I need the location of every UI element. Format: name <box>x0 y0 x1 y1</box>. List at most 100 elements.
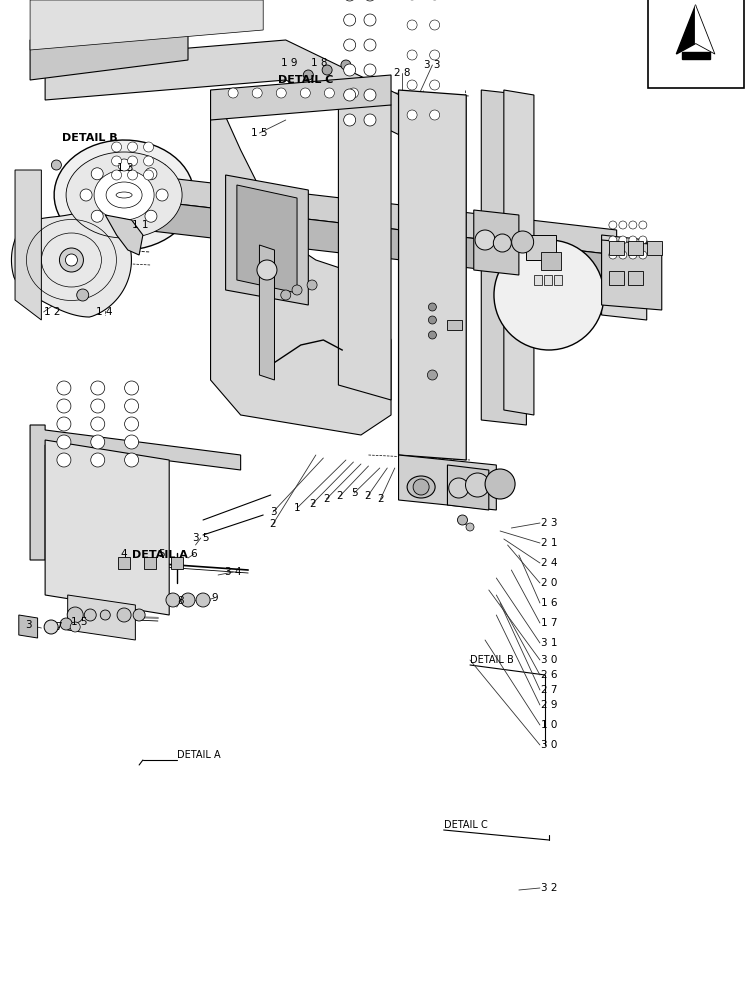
Circle shape <box>429 110 440 120</box>
Polygon shape <box>602 235 647 320</box>
Circle shape <box>639 251 647 259</box>
Polygon shape <box>259 245 274 380</box>
Circle shape <box>257 260 277 280</box>
Circle shape <box>619 221 627 229</box>
Circle shape <box>57 435 71 449</box>
Circle shape <box>166 593 180 607</box>
Text: 2 4: 2 4 <box>541 558 558 568</box>
Bar <box>628 271 643 285</box>
Polygon shape <box>19 615 38 638</box>
Circle shape <box>128 156 138 166</box>
Circle shape <box>413 479 429 495</box>
Bar <box>647 241 662 255</box>
Circle shape <box>429 331 436 339</box>
Polygon shape <box>399 455 496 510</box>
Circle shape <box>609 236 617 244</box>
Polygon shape <box>681 52 710 59</box>
Circle shape <box>111 170 122 180</box>
Text: 3 3: 3 3 <box>424 60 441 70</box>
Circle shape <box>364 89 376 101</box>
Circle shape <box>57 399 71 413</box>
Bar <box>144 557 156 569</box>
Text: 2: 2 <box>378 494 384 504</box>
Text: 2 7: 2 7 <box>541 685 558 695</box>
Bar <box>541 252 562 270</box>
Text: 1 0: 1 0 <box>541 720 558 730</box>
Text: 3: 3 <box>270 507 276 517</box>
Circle shape <box>629 221 637 229</box>
Text: DETAIL C: DETAIL C <box>278 75 334 85</box>
Circle shape <box>80 189 92 201</box>
Circle shape <box>429 80 440 90</box>
Circle shape <box>407 50 417 60</box>
Circle shape <box>91 210 103 222</box>
Polygon shape <box>399 90 466 460</box>
Circle shape <box>84 609 96 621</box>
Text: 2 3: 2 3 <box>541 518 558 528</box>
Text: DETAIL B: DETAIL B <box>470 655 514 665</box>
Circle shape <box>475 230 495 250</box>
Circle shape <box>125 399 138 413</box>
Text: 2 0: 2 0 <box>541 578 558 588</box>
Polygon shape <box>481 90 526 425</box>
Circle shape <box>91 399 105 413</box>
Circle shape <box>128 170 138 180</box>
Bar <box>534 275 542 285</box>
Polygon shape <box>15 170 41 320</box>
Text: 1 9: 1 9 <box>281 58 298 68</box>
Circle shape <box>344 39 356 51</box>
Text: 2: 2 <box>309 499 315 509</box>
Circle shape <box>118 219 130 231</box>
Text: 2 6: 2 6 <box>541 670 558 680</box>
Circle shape <box>117 608 131 622</box>
Text: 1 8: 1 8 <box>311 58 328 68</box>
Circle shape <box>125 435 138 449</box>
Circle shape <box>228 88 238 98</box>
Text: 2 8: 2 8 <box>394 68 411 78</box>
Text: 5: 5 <box>351 488 357 498</box>
Bar <box>447 320 462 330</box>
Text: 1 2: 1 2 <box>44 307 60 317</box>
Circle shape <box>144 170 153 180</box>
Polygon shape <box>30 0 263 50</box>
Text: 3 2: 3 2 <box>541 883 558 893</box>
Circle shape <box>111 142 122 152</box>
Polygon shape <box>143 200 617 285</box>
Circle shape <box>407 20 417 30</box>
Ellipse shape <box>66 152 182 238</box>
Text: 3: 3 <box>26 620 32 630</box>
Text: 5: 5 <box>159 549 165 559</box>
Polygon shape <box>696 5 715 54</box>
Circle shape <box>133 609 145 621</box>
Circle shape <box>629 251 637 259</box>
Bar <box>526 235 556 260</box>
Text: 3 0: 3 0 <box>541 655 558 665</box>
Bar <box>544 275 552 285</box>
Circle shape <box>344 0 356 1</box>
Circle shape <box>429 50 440 60</box>
Circle shape <box>196 593 210 607</box>
Circle shape <box>465 473 490 497</box>
Circle shape <box>494 240 604 350</box>
Circle shape <box>252 88 262 98</box>
Circle shape <box>407 80 417 90</box>
Text: 3 5: 3 5 <box>193 533 209 543</box>
Circle shape <box>65 254 77 266</box>
Circle shape <box>609 251 617 259</box>
Text: 1 5: 1 5 <box>71 617 87 627</box>
Circle shape <box>344 14 356 26</box>
Bar <box>554 275 562 285</box>
Circle shape <box>485 469 515 499</box>
Text: 1 7: 1 7 <box>541 618 558 628</box>
Circle shape <box>280 290 291 300</box>
Polygon shape <box>54 140 194 250</box>
Circle shape <box>619 236 627 244</box>
Polygon shape <box>676 5 696 54</box>
Text: 2: 2 <box>270 519 276 529</box>
Text: 2: 2 <box>337 491 343 501</box>
Polygon shape <box>30 425 241 560</box>
Polygon shape <box>30 20 188 80</box>
Ellipse shape <box>116 192 132 198</box>
Circle shape <box>91 435 105 449</box>
Bar <box>609 241 624 255</box>
